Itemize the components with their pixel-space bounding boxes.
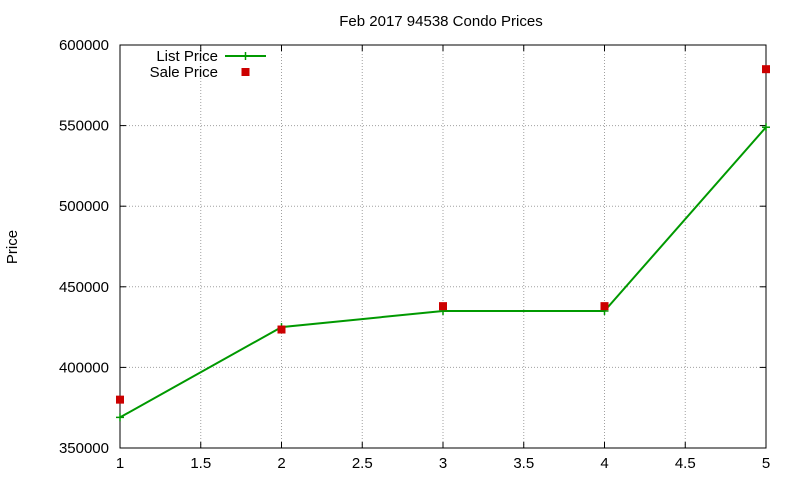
list-price-point — [762, 123, 770, 132]
y-tick-label: 350000 — [59, 440, 109, 457]
series — [116, 65, 770, 422]
sale-price-point — [600, 302, 609, 311]
legend-label: Sale Price — [150, 64, 218, 81]
list-price-series — [116, 123, 770, 422]
y-tick-label: 450000 — [59, 279, 109, 296]
sale-price-series — [116, 65, 770, 404]
x-tick-label: 1 — [116, 455, 124, 472]
x-tick-label: 2.5 — [352, 455, 373, 472]
x-tick-label: 4.5 — [675, 455, 696, 472]
sale-price-point — [116, 395, 124, 404]
list-price-point — [116, 413, 124, 422]
grid — [120, 45, 766, 448]
sale-price-point — [277, 325, 286, 334]
legend-label: List Price — [156, 48, 218, 65]
y-tick-label: 400000 — [59, 359, 109, 376]
legend-square-marker — [241, 68, 250, 76]
legend-item-list-price: List Price — [156, 48, 266, 65]
axis-ticks — [119, 44, 767, 449]
x-tick-label: 3 — [439, 455, 447, 472]
x-tick-label: 1.5 — [190, 455, 211, 472]
list-price-line — [119, 126, 767, 419]
sale-price-point — [762, 65, 770, 74]
y-axis-label: Price — [4, 230, 21, 264]
sale-price-point — [439, 302, 447, 311]
legend-item-sale-price: Sale Price — [150, 64, 250, 81]
chart-title: Feb 2017 94538 Condo Prices — [339, 13, 542, 30]
y-tick-label: 550000 — [59, 118, 109, 135]
x-tick-label: 2 — [277, 455, 285, 472]
x-tick-label: 4 — [600, 455, 608, 472]
y-tick-label: 600000 — [59, 37, 109, 54]
y-tick-label: 500000 — [59, 198, 109, 215]
legend-plus-marker — [241, 52, 250, 60]
x-tick-label: 3.5 — [513, 455, 534, 472]
x-tick-label: 5 — [762, 455, 770, 472]
axis-tick-labels: 1 1.5 2 2.5 3 3.5 4 4.5 5 350000 400000 450000 50000… — [59, 37, 770, 472]
